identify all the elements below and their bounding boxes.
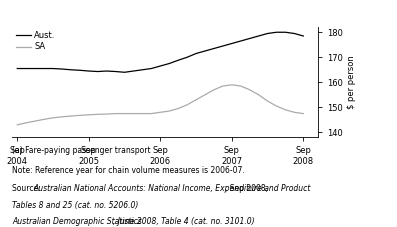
- SA: [42, 118, 46, 121]
- SA: [256, 94, 261, 96]
- SA: [247, 89, 252, 91]
- Aust.: [42, 67, 46, 70]
- Aust.: [176, 59, 181, 62]
- Y-axis label: $ per person: $ per person: [347, 55, 356, 109]
- SA: [60, 116, 64, 118]
- SA: [229, 84, 234, 86]
- SA: [24, 121, 29, 124]
- Line: SA: SA: [17, 85, 303, 125]
- Aust.: [87, 70, 91, 72]
- Aust.: [229, 42, 234, 45]
- Aust.: [194, 52, 198, 55]
- Aust.: [131, 70, 136, 72]
- SA: [238, 85, 243, 87]
- Aust.: [220, 45, 225, 47]
- Text: Note: Reference year for chain volume measures is 2006-07.: Note: Reference year for chain volume me…: [12, 166, 245, 175]
- Aust.: [60, 68, 64, 70]
- SA: [194, 99, 198, 101]
- Aust.: [113, 70, 118, 73]
- Text: (a) Fare-paying passenger transport: (a) Fare-paying passenger transport: [12, 146, 150, 155]
- Aust.: [292, 32, 297, 35]
- Text: Source:: Source:: [12, 184, 43, 193]
- SA: [185, 104, 189, 106]
- Aust.: [51, 67, 56, 70]
- Aust.: [185, 56, 189, 59]
- Aust.: [77, 69, 82, 72]
- Aust.: [301, 35, 306, 37]
- Aust.: [212, 47, 216, 50]
- SA: [140, 112, 145, 115]
- Text: , Sep 2008,: , Sep 2008,: [225, 184, 268, 193]
- Aust.: [149, 67, 154, 70]
- SA: [167, 110, 172, 112]
- Line: Aust.: Aust.: [17, 32, 303, 72]
- Aust.: [15, 67, 20, 70]
- Aust.: [283, 31, 288, 34]
- SA: [212, 89, 216, 91]
- SA: [292, 111, 297, 114]
- Aust.: [247, 37, 252, 40]
- SA: [77, 114, 82, 117]
- Text: Australian Demographic Statistics: Australian Demographic Statistics: [12, 217, 142, 226]
- SA: [113, 112, 118, 115]
- Aust.: [104, 70, 109, 72]
- Aust.: [238, 40, 243, 42]
- SA: [220, 85, 225, 87]
- Text: Tables 8 and 25 (cat. no. 5206.0): Tables 8 and 25 (cat. no. 5206.0): [12, 201, 138, 210]
- Text: , June 2008, Table 4 (cat. no. 3101.0): , June 2008, Table 4 (cat. no. 3101.0): [113, 217, 255, 226]
- SA: [131, 112, 136, 115]
- SA: [33, 120, 38, 122]
- SA: [283, 109, 288, 111]
- Aust.: [69, 68, 73, 71]
- SA: [95, 113, 100, 116]
- Aust.: [167, 62, 172, 65]
- SA: [149, 112, 154, 115]
- SA: [15, 123, 20, 126]
- Aust.: [95, 70, 100, 73]
- SA: [202, 94, 207, 96]
- Aust.: [33, 67, 38, 70]
- SA: [51, 116, 56, 119]
- SA: [87, 114, 91, 116]
- SA: [104, 113, 109, 115]
- Aust.: [140, 68, 145, 71]
- SA: [265, 100, 270, 102]
- Aust.: [274, 31, 279, 34]
- SA: [69, 115, 73, 117]
- Aust.: [256, 35, 261, 37]
- Aust.: [158, 65, 163, 67]
- Legend: Aust., SA: Aust., SA: [16, 31, 56, 52]
- Aust.: [265, 32, 270, 35]
- Text: Australian National Accounts: National Income, Expenditure and Product: Australian National Accounts: National I…: [34, 184, 311, 193]
- Aust.: [122, 71, 127, 74]
- Aust.: [202, 50, 207, 52]
- SA: [176, 107, 181, 110]
- SA: [301, 112, 306, 115]
- SA: [122, 112, 127, 115]
- Aust.: [24, 67, 29, 70]
- SA: [158, 111, 163, 114]
- SA: [274, 105, 279, 107]
